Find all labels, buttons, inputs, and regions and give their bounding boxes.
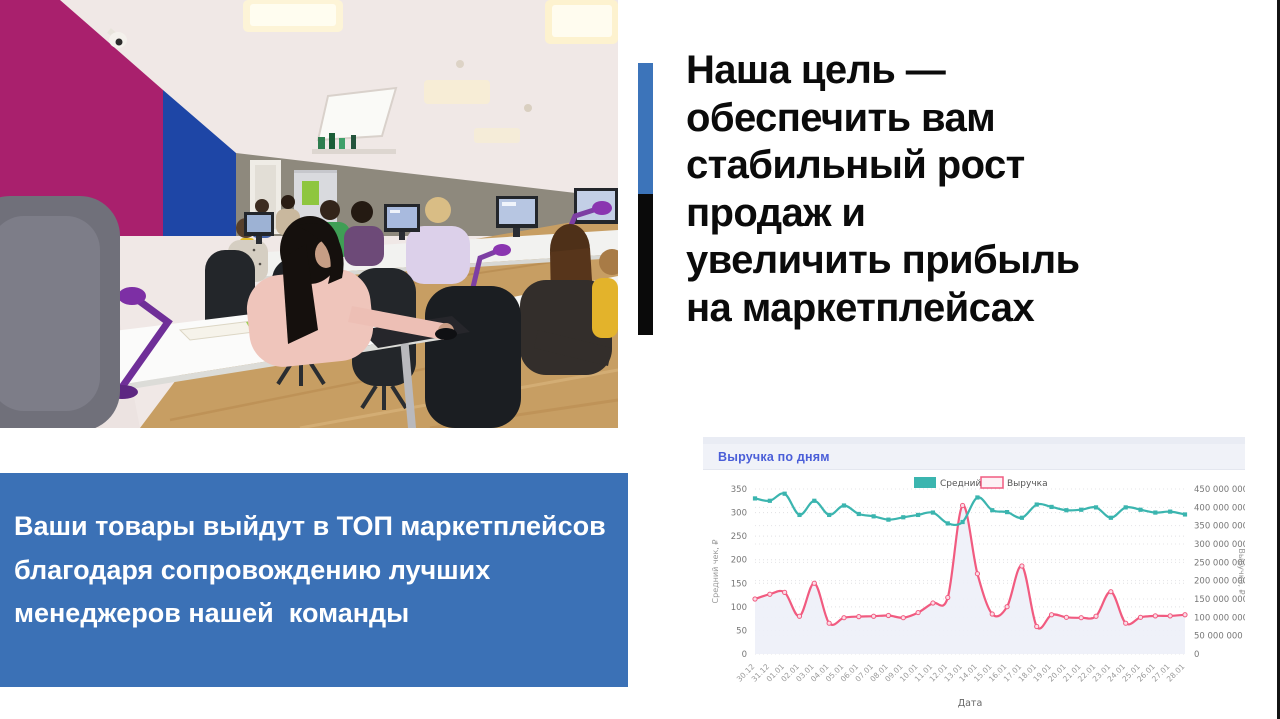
svg-text:50: 50 <box>736 626 747 636</box>
accent-bar-black <box>638 194 653 335</box>
svg-text:100 000 000: 100 000 000 <box>1194 613 1245 623</box>
headline: Наша цель — обеспечить вам стабильный ро… <box>686 47 1256 332</box>
svg-text:0: 0 <box>1194 650 1199 660</box>
headline-line: Наша цель — <box>686 48 946 92</box>
slide-frame-edge <box>1277 0 1280 719</box>
svg-text:350 000 000: 350 000 000 <box>1194 522 1245 532</box>
info-box: Ваши товары выйдут в ТОП маркетплейсов б… <box>0 473 628 687</box>
svg-text:200: 200 <box>731 556 747 566</box>
svg-text:150 000 000: 150 000 000 <box>1194 595 1245 605</box>
svg-text:150: 150 <box>731 579 747 589</box>
headline-line: стабильный рост <box>686 143 1025 187</box>
blue-wall <box>163 90 236 236</box>
revenue-chart-svg: 0 50 100 150 200 250 300 350 0 50 000 000 100 000 … <box>711 476 1245 709</box>
office-photo <box>0 0 618 428</box>
security-camera <box>107 28 127 48</box>
info-box-line: менеджеров нашей команды <box>14 598 410 628</box>
svg-text:300: 300 <box>731 509 747 519</box>
svg-text:250: 250 <box>731 532 747 542</box>
svg-text:0: 0 <box>742 650 747 660</box>
chart-header: Выручка по дням <box>703 444 1245 470</box>
headline-line: обеспечить вам <box>686 95 996 140</box>
headline-line: на маркетплейсах <box>686 285 1035 330</box>
svg-text:Дата: Дата <box>958 698 983 709</box>
magenta-wall <box>0 0 163 236</box>
ceiling-lights <box>243 0 618 143</box>
info-box-line: благодаря сопровождению лучших <box>14 554 491 585</box>
office-photo-illustration <box>0 0 618 428</box>
svg-text:Средний чек: Средний чек <box>940 479 1001 489</box>
chart-card-top-strip <box>703 437 1245 444</box>
center-chair <box>425 286 521 428</box>
foreground-chair <box>0 196 120 428</box>
foreground-woman <box>246 216 457 367</box>
svg-text:250 000 000: 250 000 000 <box>1194 558 1245 568</box>
svg-text:300 000 000: 300 000 000 <box>1194 540 1245 550</box>
svg-text:Выручка: Выручка <box>1007 479 1048 489</box>
svg-text:50 000 000: 50 000 000 <box>1194 632 1243 642</box>
info-box-line: Ваши товары выйдут в ТОП маркетплейсов <box>14 511 606 541</box>
right-woman <box>520 224 618 375</box>
svg-text:400 000 000: 400 000 000 <box>1194 503 1245 513</box>
headline-line: увеличить прибыль <box>686 238 1080 282</box>
wall-shelf <box>312 133 396 154</box>
chart-title: Выручка по дням <box>718 449 830 464</box>
svg-text:350: 350 <box>731 485 747 495</box>
headline-line: продаж и <box>686 190 866 235</box>
svg-text:100: 100 <box>731 603 747 613</box>
svg-text:Средний чек, ₽: Средний чек, ₽ <box>711 540 720 604</box>
revenue-chart-card: Выручка по дням 0 50 100 150 200 250 300 350 0 50… <box>703 437 1245 719</box>
accent-bar-blue <box>638 63 653 194</box>
svg-text:200 000 000: 200 000 000 <box>1194 577 1245 587</box>
skylight <box>316 86 398 142</box>
svg-text:Выручка, ₽: Выручка, ₽ <box>1237 548 1245 594</box>
svg-text:450 000 000: 450 000 000 <box>1194 485 1245 495</box>
